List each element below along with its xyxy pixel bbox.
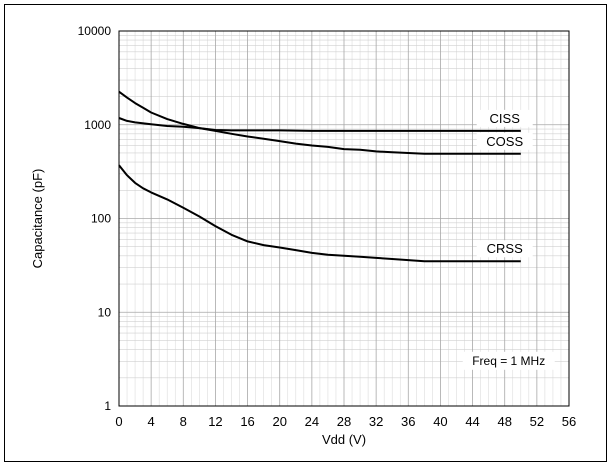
x-tick-label: 56 <box>562 414 576 429</box>
x-tick-label: 16 <box>240 414 254 429</box>
x-tick-label: 52 <box>530 414 544 429</box>
x-tick-labels: 0 4 8 12 16 20 24 28 32 36 40 44 48 52 56 <box>115 414 576 429</box>
plot-area-border <box>118 30 570 407</box>
x-tick-label: 40 <box>433 414 447 429</box>
crss-label: CRSS <box>487 241 523 256</box>
x-tick-label: 44 <box>465 414 479 429</box>
ciss-label: CISS <box>490 111 521 126</box>
coss-line <box>118 117 521 155</box>
annotation-background <box>462 351 555 370</box>
x-tick-label: 28 <box>337 414 351 429</box>
series-labels: CISS COSS CRSS <box>476 109 533 258</box>
y-axis-label: Capacitance (pF) <box>30 169 45 269</box>
x-tick-label: 4 <box>148 414 155 429</box>
x-tick-label: 0 <box>115 414 122 429</box>
y-tick-label: 1000 <box>84 118 111 132</box>
ciss-label-background <box>476 109 533 127</box>
crss-line <box>118 164 521 263</box>
frequency-annotation: Freq = 1 MHz <box>472 354 545 368</box>
y-tick-label: 100 <box>91 212 111 226</box>
x-tick-label: 24 <box>305 414 319 429</box>
x-tick-label: 48 <box>497 414 511 429</box>
x-tick-label: 36 <box>401 414 415 429</box>
coss-label-background <box>476 132 533 150</box>
ciss-line <box>118 90 521 132</box>
x-tick-label: 32 <box>369 414 383 429</box>
y-tick-label: 1 <box>104 399 111 413</box>
y-tick-label: 10000 <box>78 24 112 38</box>
crss-label-background <box>476 240 533 258</box>
coss-label: COSS <box>486 134 523 149</box>
x-axis-label: Vdd (V) <box>322 432 366 447</box>
y-tick-labels: 1 10 100 1000 10000 <box>78 24 112 413</box>
series-layer <box>118 90 521 263</box>
major-grid <box>119 31 569 406</box>
x-tick-label: 8 <box>180 414 187 429</box>
x-tick-label: 20 <box>272 414 286 429</box>
y-tick-label: 10 <box>98 305 112 319</box>
x-tick-label: 12 <box>208 414 222 429</box>
